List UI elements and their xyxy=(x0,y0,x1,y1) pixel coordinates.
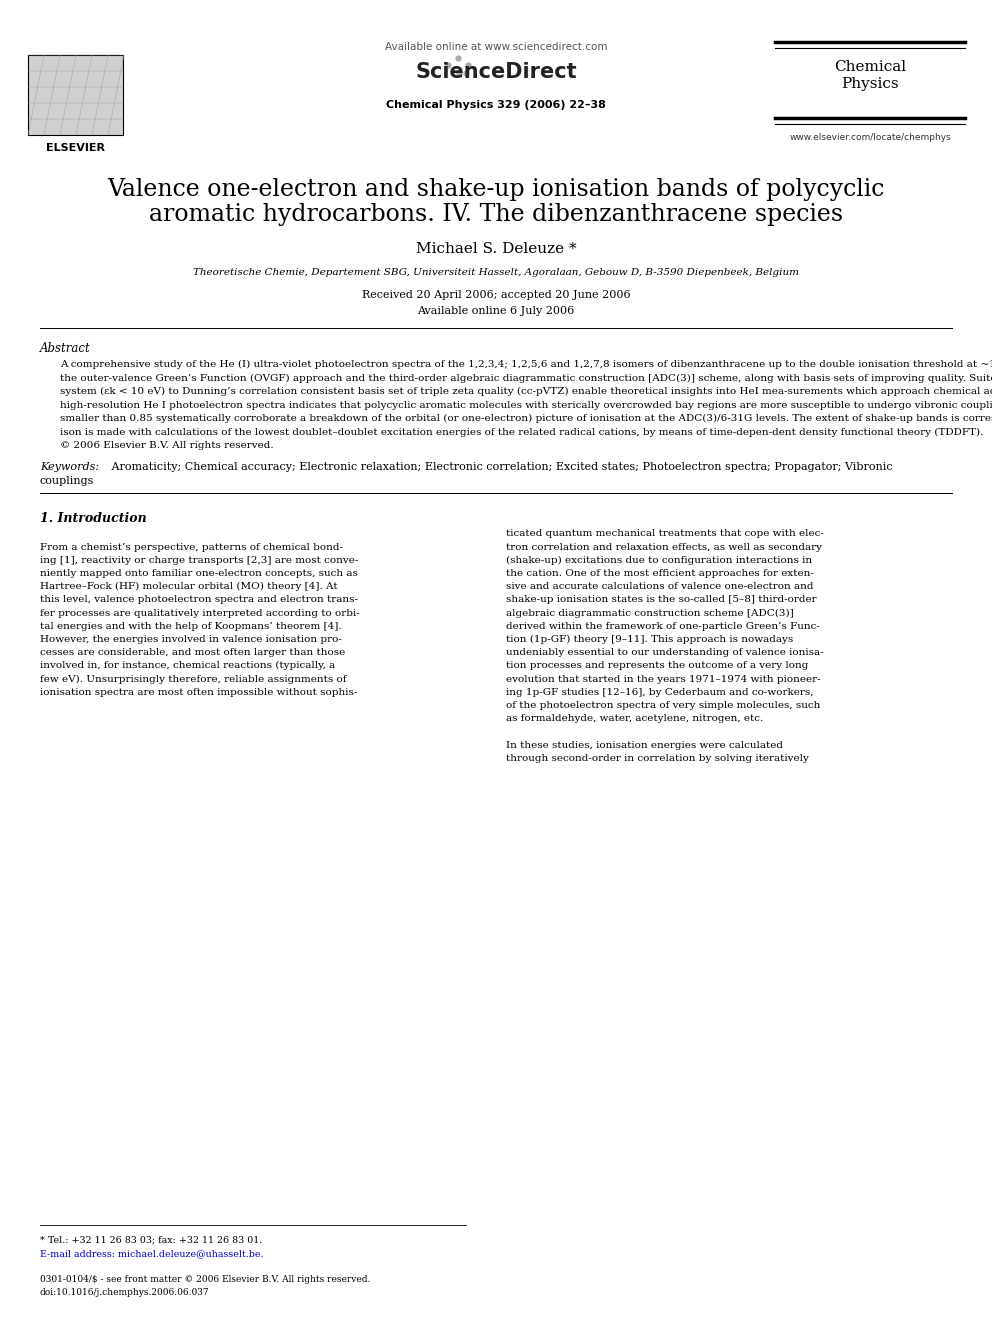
Bar xyxy=(28,56,123,135)
Text: the outer-valence Green’s Function (OVGF) approach and the third-order algebraic: the outer-valence Green’s Function (OVGF… xyxy=(60,373,992,382)
Text: undeniably essential to our understanding of valence ionisa-: undeniably essential to our understandin… xyxy=(506,648,823,658)
Text: tal energies and with the help of Koopmans’ theorem [4].: tal energies and with the help of Koopma… xyxy=(40,622,341,631)
Text: algebraic diagrammatic construction scheme [ADC(3)]: algebraic diagrammatic construction sche… xyxy=(506,609,794,618)
Text: tion processes and represents the outcome of a very long: tion processes and represents the outcom… xyxy=(506,662,808,671)
Text: * Tel.: +32 11 26 83 03; fax: +32 11 26 83 01.: * Tel.: +32 11 26 83 03; fax: +32 11 26 … xyxy=(40,1234,262,1244)
Text: ing [1], reactivity or charge transports [2,3] are most conve-: ing [1], reactivity or charge transports… xyxy=(40,556,358,565)
Text: tion (1p-GF) theory [9–11]. This approach is nowadays: tion (1p-GF) theory [9–11]. This approac… xyxy=(506,635,794,644)
Text: 1. Introduction: 1. Introduction xyxy=(40,512,147,525)
Text: niently mapped onto familiar one-electron concepts, such as: niently mapped onto familiar one-electro… xyxy=(40,569,358,578)
Text: Chemical: Chemical xyxy=(834,60,906,74)
Text: smaller than 0.85 systematically corroborate a breakdown of the orbital (or one-: smaller than 0.85 systematically corrobo… xyxy=(60,414,992,423)
Text: evolution that started in the years 1971–1974 with pioneer-: evolution that started in the years 1971… xyxy=(506,675,820,684)
Text: as formaldehyde, water, acetylene, nitrogen, etc.: as formaldehyde, water, acetylene, nitro… xyxy=(506,714,763,724)
Text: sive and accurate calculations of valence one-electron and: sive and accurate calculations of valenc… xyxy=(506,582,813,591)
Text: Keywords:: Keywords: xyxy=(40,463,99,472)
Text: aromatic hydrocarbons. IV. The dibenzanthracene species: aromatic hydrocarbons. IV. The dibenzant… xyxy=(149,202,843,226)
Text: shake-up ionisation states is the so-called [5–8] third-order: shake-up ionisation states is the so-cal… xyxy=(506,595,816,605)
Text: the cation. One of the most efficient approaches for exten-: the cation. One of the most efficient ap… xyxy=(506,569,813,578)
Text: Available online 6 July 2006: Available online 6 July 2006 xyxy=(418,306,574,316)
Text: cesses are considerable, and most often larger than those: cesses are considerable, and most often … xyxy=(40,648,345,658)
Text: ing 1p-GF studies [12–16], by Cederbaum and co-workers,: ing 1p-GF studies [12–16], by Cederbaum … xyxy=(506,688,813,697)
Text: ELSEVIER: ELSEVIER xyxy=(46,143,105,153)
Text: Abstract: Abstract xyxy=(40,343,90,355)
Text: doi:10.1016/j.chemphys.2006.06.037: doi:10.1016/j.chemphys.2006.06.037 xyxy=(40,1289,209,1297)
Text: system (εk < 10 eV) to Dunning’s correlation consistent basis set of triple zeta: system (εk < 10 eV) to Dunning’s correla… xyxy=(60,388,992,396)
Text: ionisation spectra are most often impossible without sophis-: ionisation spectra are most often imposs… xyxy=(40,688,357,697)
Text: ScienceDirect: ScienceDirect xyxy=(416,62,576,82)
Text: couplings: couplings xyxy=(40,475,94,486)
Text: E-mail address: michael.deleuze@uhasselt.be.: E-mail address: michael.deleuze@uhasselt… xyxy=(40,1249,264,1258)
Text: In these studies, ionisation energies were calculated: In these studies, ionisation energies we… xyxy=(506,741,783,750)
Text: ticated quantum mechanical treatments that cope with elec-: ticated quantum mechanical treatments th… xyxy=(506,529,824,538)
Text: Michael S. Deleuze *: Michael S. Deleuze * xyxy=(416,242,576,255)
Text: A comprehensive study of the He (I) ultra-violet photoelectron spectra of the 1,: A comprehensive study of the He (I) ultr… xyxy=(60,360,992,369)
Text: Hartree–Fock (HF) molecular orbital (MO) theory [4]. At: Hartree–Fock (HF) molecular orbital (MO)… xyxy=(40,582,337,591)
Text: involved in, for instance, chemical reactions (typically, a: involved in, for instance, chemical reac… xyxy=(40,662,335,671)
Text: fer processes are qualitatively interpreted according to orbi-: fer processes are qualitatively interpre… xyxy=(40,609,360,618)
Text: www.elsevier.com/locate/chemphys: www.elsevier.com/locate/chemphys xyxy=(789,134,951,142)
Text: Aromaticity; Chemical accuracy; Electronic relaxation; Electronic correlation; E: Aromaticity; Chemical accuracy; Electron… xyxy=(108,463,893,472)
Text: few eV). Unsurprisingly therefore, reliable assignments of: few eV). Unsurprisingly therefore, relia… xyxy=(40,675,346,684)
Text: © 2006 Elsevier B.V. All rights reserved.: © 2006 Elsevier B.V. All rights reserved… xyxy=(60,441,274,450)
Text: However, the energies involved in valence ionisation pro-: However, the energies involved in valenc… xyxy=(40,635,342,644)
Text: of the photoelectron spectra of very simple molecules, such: of the photoelectron spectra of very sim… xyxy=(506,701,820,710)
Text: high-resolution He I photoelectron spectra indicates that polycyclic aromatic mo: high-resolution He I photoelectron spect… xyxy=(60,401,992,410)
Text: Received 20 April 2006; accepted 20 June 2006: Received 20 April 2006; accepted 20 June… xyxy=(362,290,630,300)
Text: Theoretische Chemie, Departement SBG, Universiteit Hasselt, Agoralaan, Gebouw D,: Theoretische Chemie, Departement SBG, Un… xyxy=(193,269,799,277)
Text: this level, valence photoelectron spectra and electron trans-: this level, valence photoelectron spectr… xyxy=(40,595,358,605)
Text: (shake-up) excitations due to configuration interactions in: (shake-up) excitations due to configurat… xyxy=(506,556,812,565)
Text: Chemical Physics 329 (2006) 22–38: Chemical Physics 329 (2006) 22–38 xyxy=(386,101,606,110)
Text: through second-order in correlation by solving iteratively: through second-order in correlation by s… xyxy=(506,754,808,762)
Text: Valence one-electron and shake-up ionisation bands of polycyclic: Valence one-electron and shake-up ionisa… xyxy=(107,179,885,201)
Text: ison is made with calculations of the lowest doublet–doublet excitation energies: ison is made with calculations of the lo… xyxy=(60,427,983,437)
Text: Available online at www.sciencedirect.com: Available online at www.sciencedirect.co… xyxy=(385,42,607,52)
Text: From a chemist’s perspective, patterns of chemical bond-: From a chemist’s perspective, patterns o… xyxy=(40,542,343,552)
Text: 0301-0104/$ - see front matter © 2006 Elsevier B.V. All rights reserved.: 0301-0104/$ - see front matter © 2006 El… xyxy=(40,1275,370,1285)
Text: Physics: Physics xyxy=(841,77,899,91)
Text: tron correlation and relaxation effects, as well as secondary: tron correlation and relaxation effects,… xyxy=(506,542,822,552)
Text: derived within the framework of one-particle Green’s Func-: derived within the framework of one-part… xyxy=(506,622,819,631)
